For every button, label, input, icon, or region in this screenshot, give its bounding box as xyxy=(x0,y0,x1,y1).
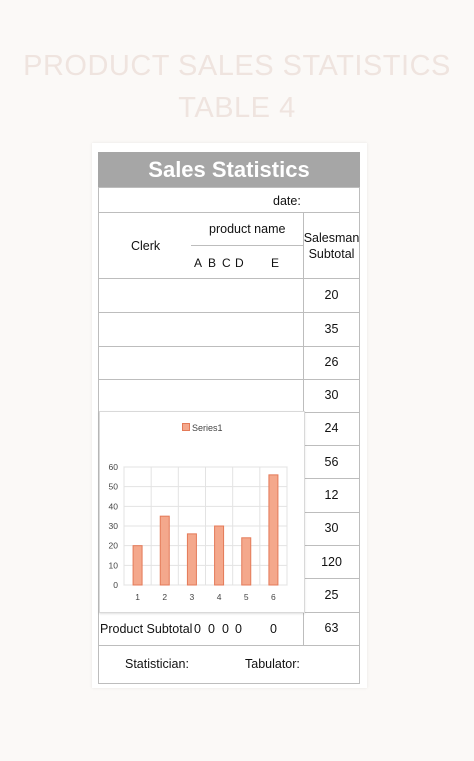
y-tick-label: 0 xyxy=(113,580,118,590)
bar xyxy=(268,474,279,586)
chart-legend: Series1 xyxy=(182,423,223,434)
bar xyxy=(132,545,143,586)
product-name-underline xyxy=(191,245,303,246)
row-divider xyxy=(98,312,360,313)
row-divider xyxy=(98,212,360,213)
product-name-header: product name xyxy=(209,222,286,236)
product-subtotal-d: 0 xyxy=(235,622,242,636)
page-title-line-2: TABLE 4 xyxy=(178,92,296,124)
bar xyxy=(241,537,252,586)
salesman-subtotal-cell: 30 xyxy=(324,521,339,535)
sales-bar-chart[interactable]: Series1 0 10 20 30 40 50 60 1 2 3 4 5 6 xyxy=(99,411,305,613)
clerk-header: Clerk xyxy=(131,239,161,253)
salesman-subtotal-cell: 24 xyxy=(324,421,339,435)
page-title-line-1: PRODUCT SALES STATISTICS xyxy=(23,50,451,82)
product-subtotal-b: 0 xyxy=(208,622,215,636)
bar xyxy=(186,533,197,586)
grand-total-cell: 63 xyxy=(324,621,339,635)
x-tick-label: 4 xyxy=(217,592,222,602)
row-divider xyxy=(98,187,360,188)
column-divider xyxy=(98,187,99,684)
y-tick-label: 50 xyxy=(109,482,119,492)
bar xyxy=(214,525,225,586)
legend-swatch xyxy=(182,423,190,431)
product-header-a: A xyxy=(194,256,203,270)
x-tick-label: 5 xyxy=(244,592,249,602)
bar xyxy=(159,515,170,586)
product-subtotal-c: 0 xyxy=(222,622,229,636)
product-subtotal-label: Product Subtotal xyxy=(100,622,193,636)
salesman-subtotal-cell: 26 xyxy=(324,355,339,369)
y-tick-label: 60 xyxy=(109,462,119,472)
x-tick-label: 3 xyxy=(190,592,195,602)
chart-plot: 0 10 20 30 40 50 60 1 2 3 4 5 6 xyxy=(109,462,288,602)
salesman-subtotal-cell: 30 xyxy=(324,388,339,402)
date-label: date: xyxy=(273,194,301,208)
product-header-c: C xyxy=(222,256,231,270)
y-tick-label: 10 xyxy=(109,560,119,570)
row-divider xyxy=(98,645,360,646)
salesman-subtotal-cell: 25 xyxy=(324,588,339,602)
salesman-subtotal-cell: 20 xyxy=(324,288,339,302)
row-divider xyxy=(98,346,360,347)
row-divider xyxy=(98,683,360,684)
salesman-subtotal-cell: 120 xyxy=(321,555,342,569)
y-tick-label: 40 xyxy=(109,501,119,511)
salesman-subtotal-cell: 12 xyxy=(324,488,339,502)
x-tick-label: 6 xyxy=(271,592,276,602)
column-divider xyxy=(359,187,360,684)
product-header-d: D xyxy=(235,256,244,270)
row-divider xyxy=(98,278,360,279)
salesman-subtotal-cell: 35 xyxy=(324,322,339,336)
table-title: Sales Statistics xyxy=(98,152,360,187)
y-tick-label: 20 xyxy=(109,541,119,551)
salesman-subtotal-cell: 56 xyxy=(324,455,339,469)
x-tick-label: 1 xyxy=(135,592,140,602)
product-header-b: B xyxy=(208,256,217,270)
product-subtotal-a: 0 xyxy=(194,622,201,636)
product-header-e: E xyxy=(271,256,280,270)
row-divider xyxy=(98,379,360,380)
legend-series-label: Series1 xyxy=(192,423,223,433)
product-subtotal-e: 0 xyxy=(270,622,277,636)
statistician-label: Statistician: xyxy=(125,657,189,671)
tabulator-label: Tabulator: xyxy=(245,657,300,671)
y-tick-label: 30 xyxy=(109,521,119,531)
salesman-subtotal-header: Salesman Subtotal xyxy=(303,231,360,261)
x-tick-label: 2 xyxy=(162,592,167,602)
